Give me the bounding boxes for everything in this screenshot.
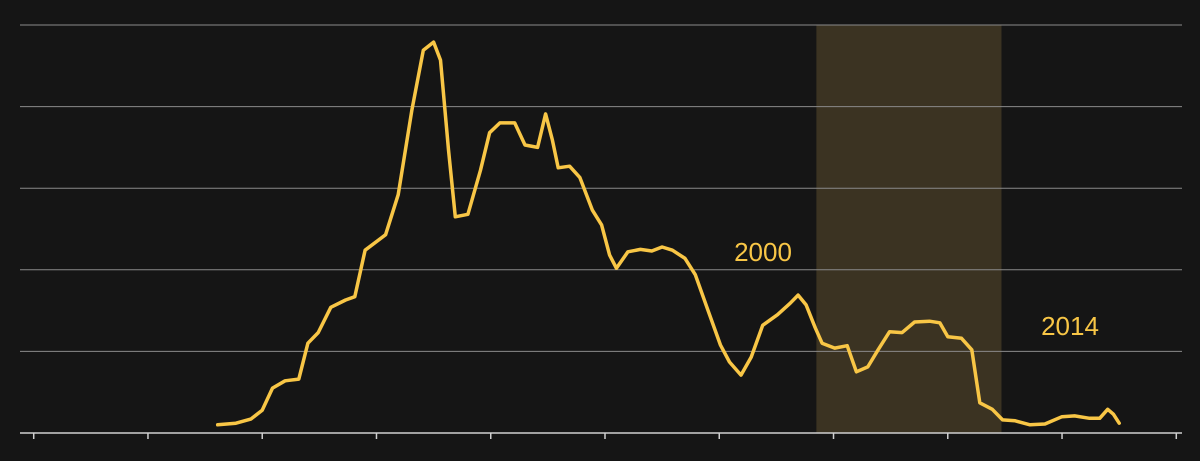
shaded-span — [816, 25, 1002, 433]
annotation: 2000 — [734, 237, 792, 267]
annotation: 2014 — [1041, 311, 1099, 341]
data-line — [215, 40, 1121, 427]
